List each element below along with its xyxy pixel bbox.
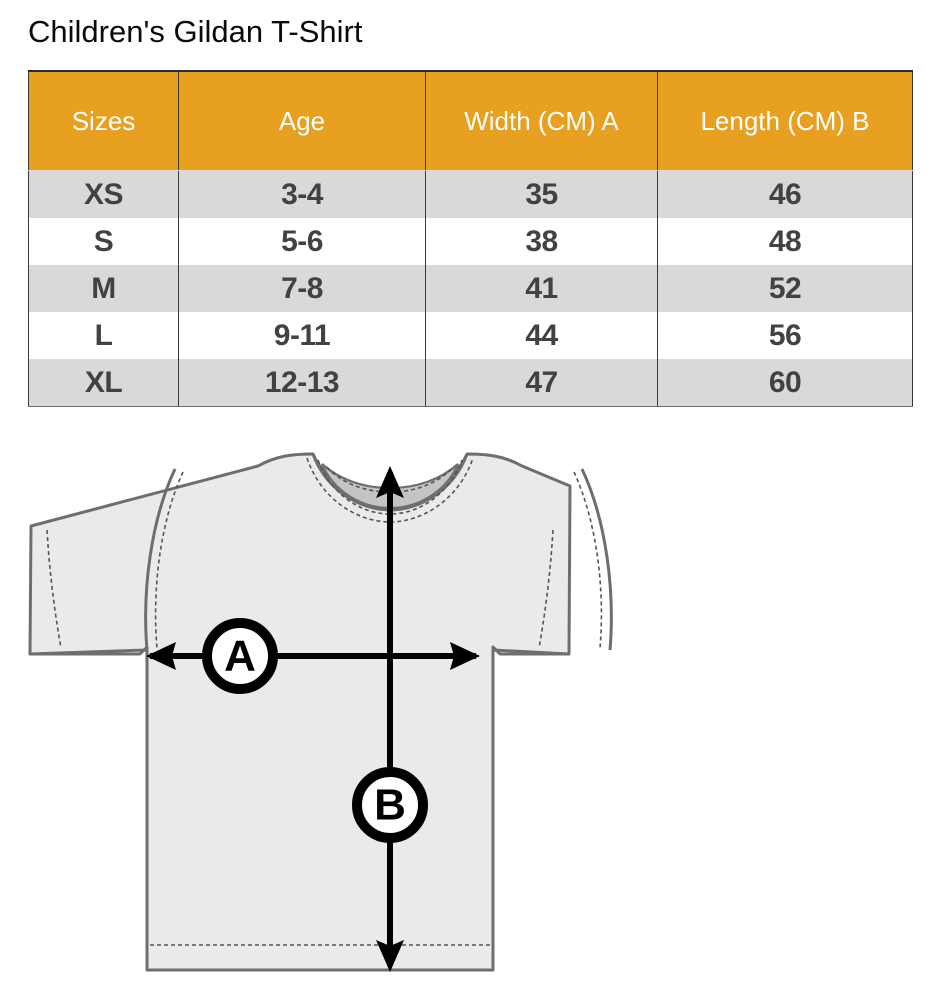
right-armhole-stitch xyxy=(573,471,603,649)
cell-age: 3-4 xyxy=(178,170,426,218)
left-sleeve-cuff-stitch xyxy=(46,529,62,649)
tshirt-measurement-diagram: A B xyxy=(0,440,940,1000)
table-row: XS 3-4 35 46 xyxy=(28,170,913,218)
right-armhole-seam xyxy=(580,468,613,651)
marker-a-circle-shape xyxy=(202,618,278,694)
cell-size: L xyxy=(28,312,179,359)
marker-b-circle-shape xyxy=(352,767,428,843)
cell-size: M xyxy=(28,265,179,312)
cell-length: 48 xyxy=(657,218,913,265)
cell-age: 5-6 xyxy=(178,218,426,265)
cell-length: 52 xyxy=(657,265,913,312)
collar-stitch-outer xyxy=(306,457,474,523)
arrow-a-head-left xyxy=(146,642,176,670)
cell-length: 56 xyxy=(657,312,913,359)
column-header-sizes: Sizes xyxy=(28,70,179,171)
cell-length: 46 xyxy=(657,170,913,218)
cell-length: 60 xyxy=(657,359,913,407)
cell-width: 44 xyxy=(425,312,658,359)
table-row: XL 12-13 47 60 xyxy=(28,359,913,407)
cell-width: 47 xyxy=(425,359,658,407)
cell-age: 12-13 xyxy=(178,359,426,407)
right-sleeve-hem xyxy=(492,648,570,656)
table-header-row: Sizes Age Width (CM) A Length (CM) B xyxy=(28,70,913,171)
left-armhole-seam xyxy=(144,468,177,651)
arrow-b-head-bottom xyxy=(376,940,404,972)
marker-circle-b: B xyxy=(352,767,428,843)
cell-age: 7-8 xyxy=(178,265,426,312)
column-header-length: Length (CM) B xyxy=(657,70,913,171)
marker-b-label: B xyxy=(374,781,406,830)
cell-width: 35 xyxy=(425,170,658,218)
page-title: Children's Gildan T-Shirt xyxy=(28,14,363,49)
collar-band-stitch xyxy=(326,466,454,493)
right-sleeve-cuff-stitch xyxy=(538,529,554,649)
cell-width: 41 xyxy=(425,265,658,312)
marker-a-label: A xyxy=(224,632,256,681)
tshirt-outline-path xyxy=(28,452,572,972)
arrow-a-head-right xyxy=(450,642,480,670)
cell-size: S xyxy=(28,218,179,265)
column-header-age: Age xyxy=(178,70,426,171)
cell-size: XS xyxy=(28,170,179,218)
size-chart-table: Sizes Age Width (CM) A Length (CM) B XS … xyxy=(28,70,913,407)
marker-circle-a: A xyxy=(202,618,278,694)
table-row: M 7-8 41 52 xyxy=(28,265,913,312)
left-sleeve-hem xyxy=(29,648,148,656)
tshirt-illustration-icon xyxy=(28,452,613,972)
table-row: L 9-11 44 56 xyxy=(28,312,913,359)
cell-age: 9-11 xyxy=(178,312,426,359)
cell-width: 38 xyxy=(425,218,658,265)
collar-inner-fill xyxy=(320,463,460,510)
measurement-arrow-b xyxy=(376,466,404,972)
column-header-width: Width (CM) A xyxy=(425,70,658,171)
arrow-b-head-top xyxy=(376,466,404,498)
cell-size: XL xyxy=(28,359,179,407)
table-row: S 5-6 38 48 xyxy=(28,218,913,265)
